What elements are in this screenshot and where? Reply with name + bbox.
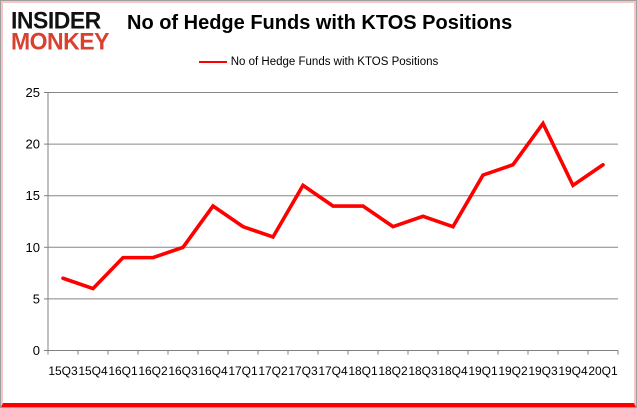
- x-axis-labels: 15Q3 15Q4 16Q1 16Q2 16Q3 16Q4 17Q1 17Q2 17Q3 17Q4…: [48, 364, 618, 378]
- x-tick-label: 20Q1: [588, 364, 618, 378]
- x-tick-label: 18Q2: [378, 364, 408, 378]
- legend-line-swatch: [198, 61, 227, 63]
- logo-insider-text: INSIDER: [11, 6, 101, 34]
- legend-label: No of Hedge Funds with KTOS Positions: [230, 56, 439, 68]
- x-tick-label: 16Q3: [168, 364, 198, 378]
- series-polyline: [61, 119, 605, 291]
- chart-title: No of Hedge Funds with KTOS Positions: [127, 12, 513, 34]
- y-tick-label: 0: [33, 343, 40, 358]
- insider-monkey-logo: INSIDER MONKEY: [11, 6, 109, 55]
- x-tick-label: 19Q4: [558, 364, 588, 378]
- x-tick-label: 18Q4: [438, 364, 468, 378]
- axes: [47, 92, 618, 351]
- x-tick-label: 15Q3: [48, 364, 78, 378]
- series-line-group: [61, 119, 605, 291]
- x-tick-label: 17Q1: [228, 364, 258, 378]
- y-tick-label: 20: [26, 137, 40, 152]
- x-tick-label: 19Q2: [498, 364, 528, 378]
- axis-ticks: [44, 92, 619, 355]
- x-tick-label: 17Q4: [318, 364, 348, 378]
- x-tick-label: 19Q1: [468, 364, 498, 378]
- x-tick-label: 18Q1: [348, 364, 378, 378]
- x-tick-label: 18Q3: [408, 364, 438, 378]
- x-tick-label: 17Q3: [288, 364, 318, 378]
- y-axis-labels: 0 5 10 15 20 25: [26, 85, 40, 358]
- y-tick-label: 10: [26, 240, 40, 255]
- x-tick-label: 17Q2: [258, 364, 288, 378]
- logo-monkey-text: MONKEY: [11, 27, 109, 55]
- x-tick-label: 16Q2: [138, 364, 168, 378]
- legend: No of Hedge Funds with KTOS Positions: [1, 56, 636, 68]
- y-gridlines: [48, 92, 618, 351]
- x-tick-label: 16Q4: [198, 364, 228, 378]
- x-tick-label: 16Q1: [108, 364, 138, 378]
- y-tick-label: 25: [26, 85, 40, 100]
- y-tick-label: 5: [33, 291, 40, 306]
- x-tick-label: 19Q3: [528, 364, 558, 378]
- x-tick-label: 15Q4: [78, 364, 108, 378]
- y-tick-label: 15: [26, 188, 40, 203]
